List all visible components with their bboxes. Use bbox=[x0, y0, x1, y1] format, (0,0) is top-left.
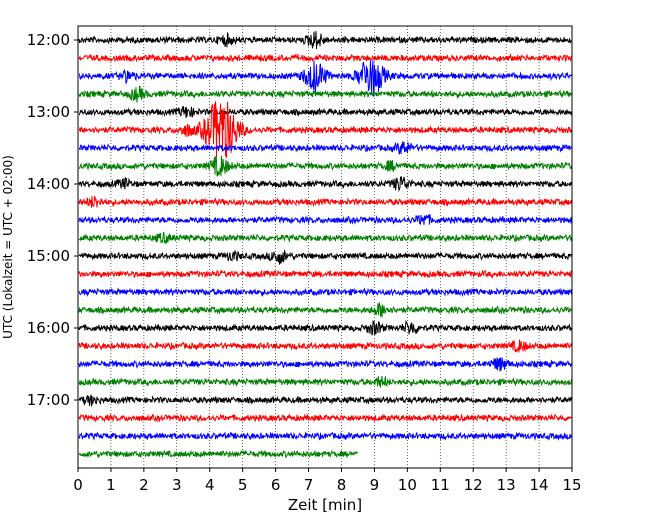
trace-line bbox=[78, 269, 573, 280]
x-tick-label: 5 bbox=[238, 476, 248, 494]
trace-line bbox=[79, 60, 573, 97]
trace-line bbox=[78, 249, 573, 265]
x-tick-label: 9 bbox=[370, 476, 380, 494]
trace-line bbox=[78, 214, 573, 225]
x-tick-label: 10 bbox=[398, 476, 417, 494]
trace-line bbox=[78, 287, 573, 298]
trace-line bbox=[78, 52, 573, 63]
x-tick-label: 1 bbox=[106, 476, 116, 494]
trace-line bbox=[78, 449, 358, 459]
trace-line bbox=[78, 141, 573, 155]
trace-line bbox=[78, 301, 573, 318]
x-tick-label: 4 bbox=[205, 476, 215, 494]
plot-frame bbox=[77, 25, 573, 469]
trace-line bbox=[78, 413, 573, 423]
x-tick-label: 7 bbox=[304, 476, 314, 494]
trace-line bbox=[78, 101, 573, 158]
y-tick-label: 17:00 bbox=[27, 391, 70, 409]
trace-line bbox=[78, 31, 573, 49]
trace-line bbox=[78, 394, 573, 407]
trace-line bbox=[78, 231, 573, 244]
y-axis-label: UTC (Lokalzeit = UTC + 02:00) bbox=[1, 155, 15, 339]
x-tick-label: 15 bbox=[562, 476, 581, 494]
x-tick-label: 14 bbox=[530, 476, 549, 494]
x-tick-label: 2 bbox=[139, 476, 149, 494]
trace-line bbox=[78, 176, 573, 193]
trace-line bbox=[78, 339, 573, 353]
trace-line bbox=[79, 155, 573, 177]
trace-group bbox=[78, 31, 573, 459]
trace-line bbox=[78, 357, 573, 372]
trace-line bbox=[78, 195, 573, 208]
x-tick-label: 11 bbox=[431, 476, 450, 494]
x-tick-label: 13 bbox=[497, 476, 516, 494]
x-tick-label: 0 bbox=[73, 476, 83, 494]
y-tick-label: 15:00 bbox=[27, 247, 70, 265]
trace-line bbox=[78, 319, 573, 336]
x-axis-ticks: 0 1 2 3 4 5 6 7 8 9 10 11 12 13 14 15 bbox=[73, 468, 582, 494]
y-tick-label: 14:00 bbox=[27, 175, 70, 193]
x-tick-label: 3 bbox=[172, 476, 182, 494]
y-tick-label: 12:00 bbox=[27, 31, 70, 49]
y-tick-label: 13:00 bbox=[27, 103, 70, 121]
x-tick-label: 12 bbox=[464, 476, 483, 494]
x-tick-label: 6 bbox=[271, 476, 281, 494]
trace-line bbox=[78, 105, 573, 118]
y-tick-label: 16:00 bbox=[27, 319, 70, 337]
x-axis-label: Zeit [min] bbox=[288, 496, 362, 514]
y-axis-ticks: 12:00 13:00 14:00 15:00 16:00 17:00 bbox=[27, 31, 78, 409]
x-tick-label: 8 bbox=[337, 476, 347, 494]
trace-line bbox=[78, 375, 573, 388]
trace-line bbox=[78, 85, 573, 103]
trace-line bbox=[78, 431, 573, 441]
